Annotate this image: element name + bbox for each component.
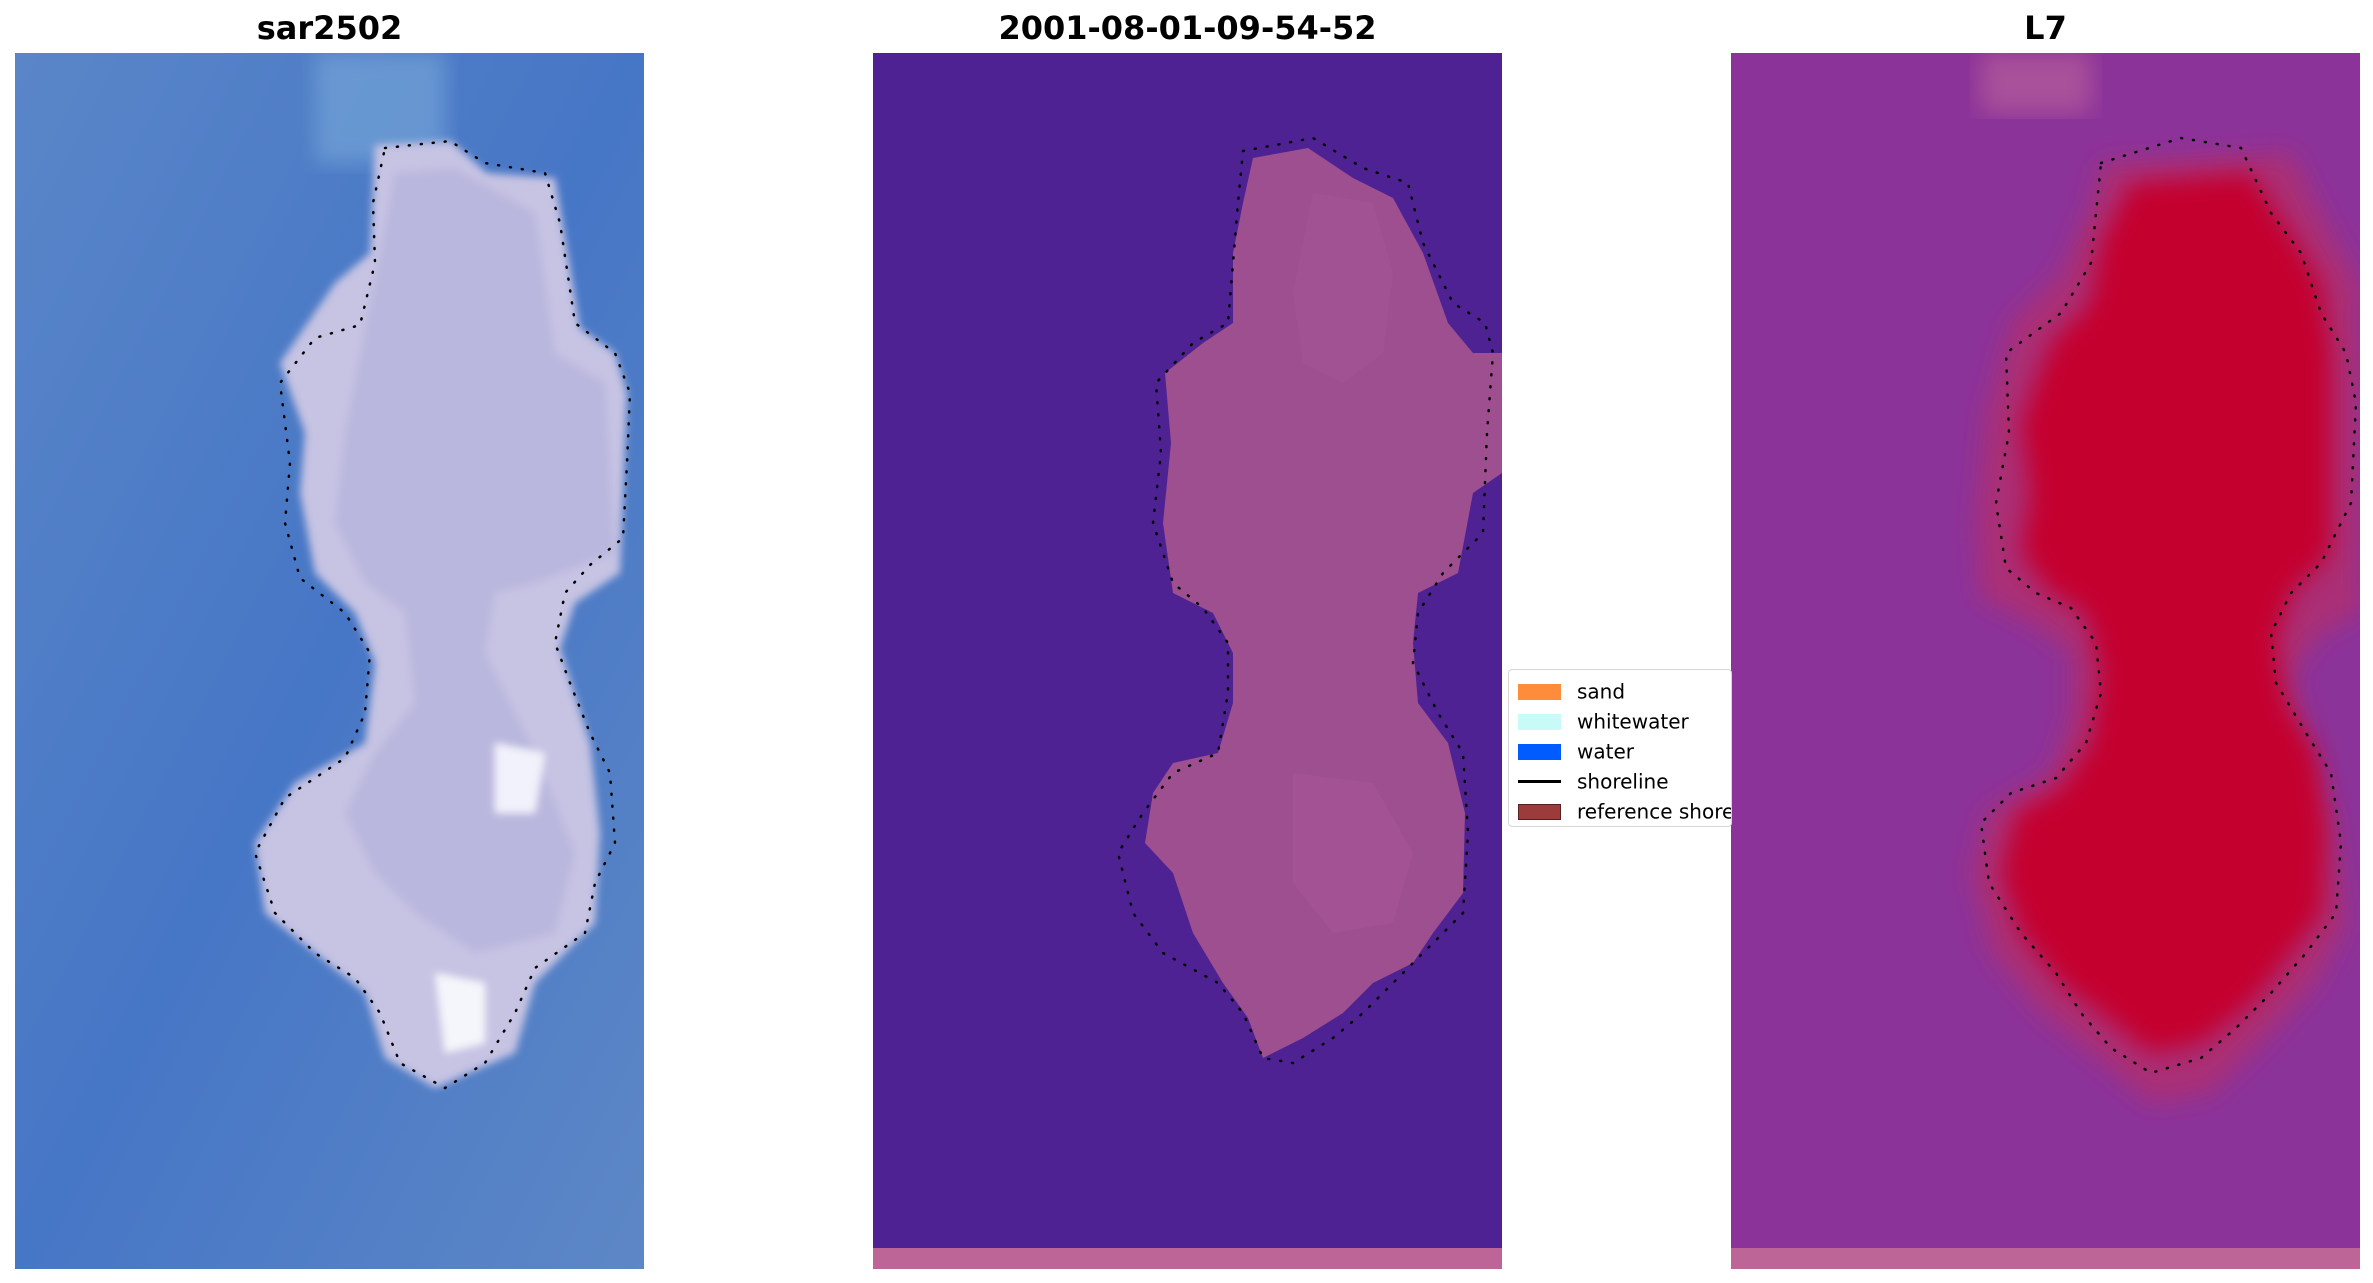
reference-shoreline-swatch-icon [1518, 803, 1561, 820]
legend-label: sand [1577, 679, 1626, 704]
classified-land [1145, 148, 1502, 1058]
shoreline-line-icon [1518, 780, 1561, 783]
legend-item-whitewater: whitewater [1518, 707, 1689, 734]
sand-swatch-icon [1518, 683, 1561, 700]
classified-image-panel [873, 53, 1502, 1269]
index-image-panel [1731, 53, 2360, 1269]
classified-shoreline [1116, 136, 1495, 1065]
classified-image [873, 53, 1502, 1269]
index-bottom-strip [1731, 1248, 2360, 1269]
whitewater-swatch-icon [1518, 713, 1561, 730]
index-shoreline [1979, 136, 2358, 1075]
water-swatch-icon [1518, 743, 1561, 760]
legend-label: water [1577, 739, 1634, 764]
rgb-image [15, 53, 644, 1269]
legend-item-shoreline: shoreline [1518, 767, 1669, 794]
index-land [2001, 173, 2331, 1053]
index-image [1731, 53, 2360, 1269]
panel-title-classified: 2001-08-01-09-54-52 [998, 9, 1377, 47]
legend-label: reference shoreline [1577, 799, 1731, 824]
rgb-shoreline [253, 139, 632, 1090]
rgb-image-panel [15, 53, 644, 1269]
legend-item-reference-shoreline: reference shoreline [1518, 797, 1731, 824]
legend-item-water: water [1518, 737, 1634, 764]
classified-bottom-strip [873, 1248, 1502, 1269]
legend-label: shoreline [1577, 769, 1669, 794]
legend: sand whitewater water shoreline referenc… [1508, 669, 1732, 827]
panel-title-rgb: sar2502 [256, 9, 403, 47]
rgb-land [255, 141, 627, 1088]
panel-title-index: L7 [2024, 9, 2067, 47]
legend-item-sand: sand [1518, 677, 1626, 704]
legend-label: whitewater [1577, 709, 1689, 734]
